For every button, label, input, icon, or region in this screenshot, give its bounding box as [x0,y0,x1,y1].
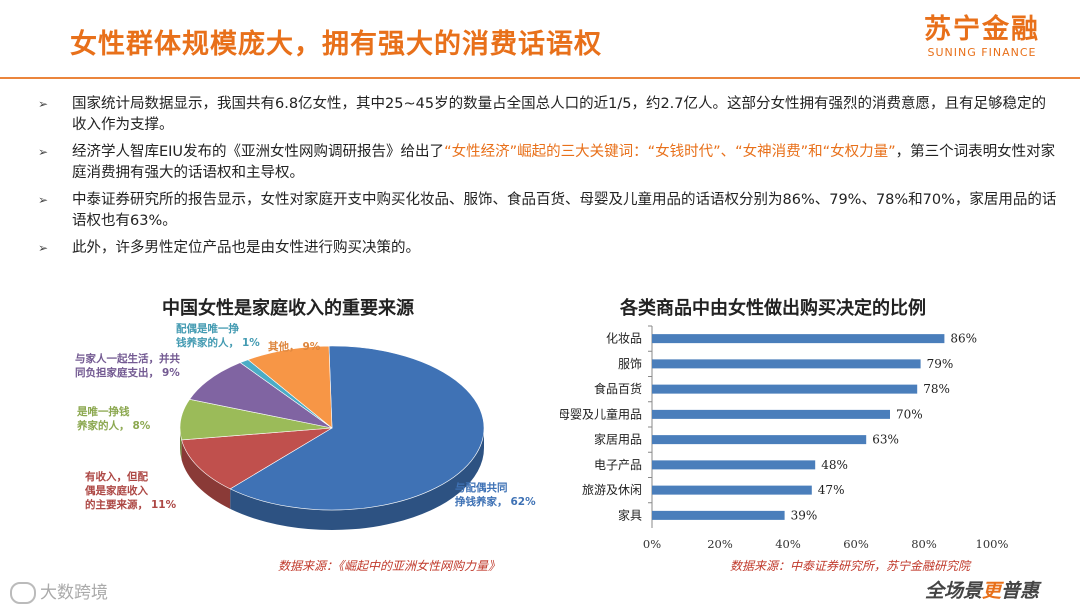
bullet-item: ➢ 此外，许多男性定位产品也是由女性进行购买决策的。 [38,238,1058,259]
bar [652,334,945,344]
value-label: 78% [923,382,950,396]
watermark-right-v: 更 [982,580,1002,602]
logo-cn-text: 苏宁金融 [924,14,1040,45]
bar [652,409,890,419]
x-tick-label: 100% [976,537,1009,551]
x-tick-label: 80% [911,537,937,551]
bullet-highlight-text: “女性经济”崛起的三大关键词：“女钱时代”、“女神消费”和“女权力量” [444,144,896,160]
pie-chart-source: 数据来源：《崛起中的亚洲女性网购力量》 [278,559,501,573]
bar [652,435,867,445]
pie-slice-side [180,428,182,460]
bullet-text: ，第三个词表明女性对家庭消费拥有强大的话语权和主导权。 [72,144,1056,181]
bullet-text: 经济学人智库EIU发布的《亚洲女性网购调研报告》给出了 [72,144,445,160]
value-label: 86% [950,332,977,346]
value-label: 70% [896,407,923,421]
suning-finance-logo: 苏宁金融 SUNING FINANCE [908,14,1056,60]
bullet-item: ➢ 经济学人智库EIU发布的《亚洲女性网购调研报告》给出了“女性经济”崛起的三大关… [38,142,1058,184]
watermark-left-text: 大数跨境 [40,583,108,603]
value-label: 39% [791,508,818,522]
pie-label: 与家人一起生活，并共同负担家庭支出， 9% [75,352,180,379]
value-label: 79% [927,357,954,371]
value-label: 63% [872,433,899,447]
pie-label: 有收入，但配偶是家庭收入的主要来源， 11% [84,470,177,511]
bar [652,359,921,369]
bar [652,510,785,520]
category-label: 化妆品 [606,332,642,346]
bullet-arrow-icon: ➢ [38,193,49,207]
pie-slice-side [230,428,484,530]
category-label: 电子产品 [594,458,642,472]
x-tick-label: 0% [643,537,661,551]
pie-slice [229,345,485,511]
category-label: 家具 [618,507,642,522]
bar-chart-title: 各类商品中由女性做出购买决定的比例 [620,298,926,319]
pie-label: 与配偶共同挣钱养家， 62% [454,481,536,508]
category-label: 服饰 [618,357,642,371]
pie-slice [189,362,333,429]
category-label: 母婴及儿童用品 [560,406,642,421]
bar [652,384,918,394]
watermark-logo-icon [10,582,36,604]
watermark-right-b: 普惠 [1001,580,1040,602]
x-tick-label: 60% [843,537,869,551]
value-label: 48% [821,458,848,472]
watermark-right: 全场景更普惠 [925,576,1039,603]
category-label: 家居用品 [594,432,642,447]
category-label: 旅游及休闲 [582,483,642,497]
bullet-list: ➢ 国家统计局数据显示，我国共有6.8亿女性，其中25~45岁的数量占全国总人口的… [38,94,1058,265]
pie-slice [181,427,333,490]
pie-chart-title: 中国女性是家庭收入的重要来源 [162,298,414,319]
bar-chart: 化妆品 86% 服饰 79% 食品百货 78% 母婴及儿童用品 70% 家居用品 63% 电子产品 4… [560,325,1009,551]
bullet-arrow-icon: ➢ [38,241,49,255]
header-divider [0,77,1080,79]
x-tick-label: 40% [775,537,801,551]
pie-label: 配偶是唯一挣钱养家的人， 1% [176,322,260,349]
logo-en-text: SUNING FINANCE [927,46,1037,59]
bar [652,485,812,495]
category-label: 食品百货 [594,381,642,396]
pie-chart: 与配偶共同挣钱养家， 62% 有收入，但配偶是家庭收入的主要来源， 11% 是唯一挣钱养… [75,322,536,530]
bar-chart-source: 数据来源：中泰证券研究所，苏宁金融研究院 [730,559,971,573]
bullet-text: 中泰证券研究所的报告显示，女性对家庭开支中购买化妆品、服饰、食品百货、母婴及儿童… [72,192,1057,229]
bullet-text: 此外，许多男性定位产品也是由女性进行购买决策的。 [72,240,420,256]
bar [652,460,816,470]
pie-slice-side [181,439,231,509]
value-label: 47% [818,483,845,497]
watermark-left: 大数跨境 [10,578,108,604]
bullet-text: 国家统计局数据显示，我国共有6.8亿女性，其中25~45岁的数量占全国总人口的近… [72,96,1047,133]
bullet-arrow-icon: ➢ [38,97,49,111]
bullet-item: ➢ 国家统计局数据显示，我国共有6.8亿女性，其中25~45岁的数量占全国总人口的… [38,94,1058,136]
pie-label: 是唯一挣钱养家的人， 8% [76,405,151,432]
watermark-right-a: 全场景 [925,580,983,602]
page-title: 女性群体规模庞大，拥有强大的消费话语权 [70,29,602,60]
x-tick-label: 20% [707,537,733,551]
pie-slice [247,345,333,429]
pie-label: 其他， 9% [268,340,321,353]
bullet-item: ➢ 中泰证券研究所的报告显示，女性对家庭开支中购买化妆品、服饰、食品百货、母婴及儿… [38,190,1058,232]
bullet-arrow-icon: ➢ [38,145,49,159]
